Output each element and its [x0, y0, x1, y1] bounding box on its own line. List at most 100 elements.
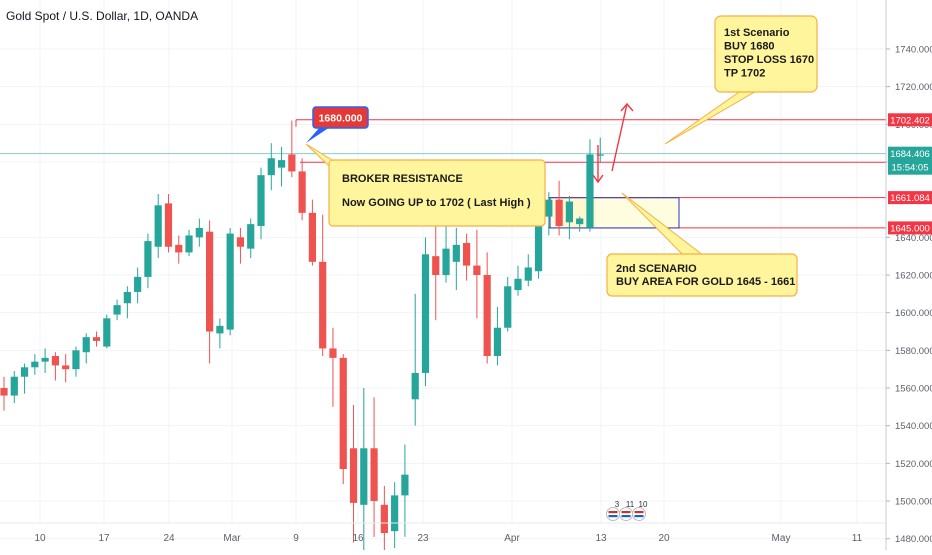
time-tick-label: Mar	[223, 533, 241, 544]
candle-body	[72, 350, 80, 370]
candle-body	[41, 357, 49, 362]
candle-body	[329, 348, 337, 358]
candle-body	[31, 361, 39, 368]
broker-note-title: BROKER RESISTANCE	[342, 173, 463, 185]
candle-body	[370, 448, 378, 502]
candle-body	[421, 254, 430, 373]
event-badge-count: 10	[639, 500, 648, 509]
candle-body	[463, 242, 471, 266]
candle-body	[534, 216, 543, 272]
candle-body	[576, 218, 584, 225]
level-label-1702-text: 1702.402	[890, 115, 930, 126]
candle-body	[103, 318, 111, 347]
candle-body	[391, 495, 399, 532]
tp-arrow-head	[620, 102, 634, 112]
candle-body	[442, 248, 450, 275]
time-tick-label: 11	[852, 533, 863, 544]
candle-body	[236, 237, 245, 247]
time-tick-label: 9	[293, 533, 299, 544]
candle-body	[452, 244, 460, 262]
price-tick-label: 1560.000	[895, 384, 932, 395]
flag-stripe	[621, 515, 631, 518]
candle-body	[226, 233, 234, 330]
economic-events[interactable]: 3 11 10	[606, 500, 648, 521]
current-price-label: 1684.406 15:54:05	[888, 146, 932, 175]
time-axis[interactable]: 10 17 24 Mar 9 16 23 Apr 13 20 May 11	[34, 533, 862, 544]
level-label-1645: 1645.000	[888, 221, 932, 235]
tp-arrow-line[interactable]	[611, 103, 628, 172]
price-tick-label: 1600.000	[895, 308, 932, 319]
candle-body	[247, 224, 255, 249]
candle-body	[288, 154, 296, 172]
price-tick-label: 1520.000	[895, 459, 932, 470]
price-tick-label: 1620.000	[895, 271, 932, 282]
scenario-1-line: TP 1702	[724, 68, 765, 80]
candle-body	[206, 231, 214, 332]
candle-body	[277, 160, 286, 168]
candle-body	[514, 278, 522, 291]
candle-body	[596, 154, 604, 156]
scenario-1-line: STOP LOSS 1670	[724, 54, 814, 66]
price-callout-pointer	[306, 127, 330, 143]
candle-body	[257, 175, 265, 227]
scenario-2-box	[606, 253, 798, 297]
price-tick-label: 1480.000	[895, 534, 932, 545]
event-badge-count: 11	[626, 500, 635, 509]
candle-body	[493, 327, 502, 356]
candles	[0, 120, 604, 555]
candle-body	[134, 276, 142, 292]
event-badge-count: 3	[615, 500, 620, 509]
candle-body	[401, 474, 409, 496]
broker-resistance-note[interactable]: BROKER RESISTANCE Now GOING UP to 1702 ( …	[305, 143, 546, 227]
candle-body	[216, 325, 224, 334]
candle-body	[411, 372, 419, 400]
grid	[0, 0, 886, 540]
price-tick-label: 1580.000	[895, 346, 932, 357]
candle-body	[195, 227, 203, 238]
candle-body	[267, 158, 275, 176]
scenario-1-line: BUY 1680	[724, 41, 775, 53]
candle-body	[154, 205, 162, 247]
candle-body	[298, 171, 306, 213]
candle-body	[20, 367, 29, 377]
bar-countdown-text: 15:54:05	[892, 163, 929, 174]
sl-arrow-head	[592, 174, 604, 184]
event-badge[interactable]: 10	[632, 500, 648, 521]
price-axis-labels: 1702.4021679.8651661.0841645.0001684.406…	[888, 113, 932, 235]
time-tick-label: 17	[98, 533, 110, 544]
price-tick-label: 1740.000	[895, 44, 932, 55]
candle-body	[92, 337, 101, 341]
candle-body	[432, 256, 440, 275]
candle-body	[113, 305, 121, 315]
time-tick-label: Apr	[504, 533, 520, 544]
flag-stripe	[634, 515, 644, 518]
candle-body	[123, 291, 131, 304]
current-price-text: 1684.406	[890, 149, 930, 160]
current-price-bg	[888, 146, 932, 175]
scenario-1-line: 1st Scenario	[724, 27, 790, 39]
candle-body	[82, 337, 90, 353]
candle-body	[339, 357, 347, 470]
scenario-arrows	[592, 102, 634, 184]
candle-body	[545, 199, 553, 217]
candle-body	[0, 388, 8, 396]
price-tick-label: 1640.000	[895, 233, 932, 244]
level-label-1661: 1661.084	[888, 191, 932, 205]
flag-stripe	[608, 515, 618, 518]
candle-body	[380, 504, 388, 534]
candle-body	[360, 448, 368, 505]
price-callout-1680[interactable]: 1680.000	[306, 106, 369, 143]
candle-body	[319, 261, 327, 349]
candle-body	[175, 244, 183, 253]
time-tick-label: 13	[595, 533, 607, 544]
flag-stripe	[634, 511, 644, 514]
broker-note-pointer-mask	[330, 161, 344, 167]
level-label-1661-text: 1661.084	[890, 193, 930, 204]
candle-body	[185, 235, 193, 253]
time-tick-label: 23	[417, 533, 429, 544]
price-tick-label: 1540.000	[895, 421, 932, 432]
price-callout-text: 1680.000	[319, 113, 363, 125]
